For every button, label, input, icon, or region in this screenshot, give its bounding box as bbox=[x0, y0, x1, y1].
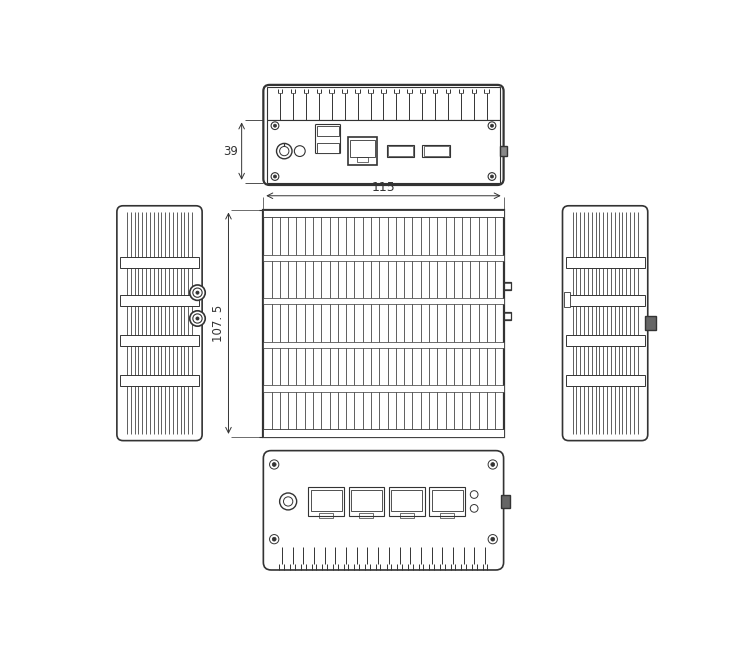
Bar bbox=[360, 513, 374, 518]
Bar bbox=[386, 145, 414, 157]
Bar bbox=[351, 490, 382, 512]
Bar bbox=[424, 146, 449, 155]
Bar bbox=[120, 335, 199, 346]
FancyBboxPatch shape bbox=[264, 85, 503, 185]
Circle shape bbox=[491, 124, 494, 127]
Bar bbox=[317, 126, 339, 136]
Bar bbox=[565, 295, 645, 306]
Bar bbox=[120, 257, 199, 268]
FancyBboxPatch shape bbox=[264, 451, 503, 570]
Bar bbox=[264, 386, 503, 392]
Bar bbox=[422, 145, 450, 157]
Text: 39: 39 bbox=[223, 144, 237, 157]
Bar bbox=[319, 513, 333, 518]
Circle shape bbox=[491, 462, 494, 466]
Bar bbox=[564, 292, 570, 307]
Bar bbox=[565, 257, 645, 268]
Bar bbox=[504, 283, 511, 289]
Circle shape bbox=[273, 537, 276, 541]
Text: 107. 5: 107. 5 bbox=[212, 304, 225, 342]
Bar bbox=[400, 513, 413, 518]
Bar bbox=[389, 487, 425, 516]
Bar bbox=[440, 513, 454, 518]
Bar bbox=[350, 140, 375, 157]
Circle shape bbox=[189, 311, 205, 326]
Circle shape bbox=[273, 175, 276, 178]
FancyBboxPatch shape bbox=[117, 206, 202, 441]
Bar bbox=[120, 295, 199, 306]
Bar bbox=[348, 137, 377, 165]
Bar bbox=[391, 490, 422, 512]
Bar bbox=[309, 487, 344, 516]
Bar bbox=[431, 490, 463, 512]
Bar bbox=[504, 313, 511, 319]
Text: 115: 115 bbox=[372, 181, 395, 194]
Bar bbox=[264, 210, 503, 437]
Bar bbox=[311, 490, 342, 512]
Bar bbox=[264, 429, 503, 437]
Bar bbox=[264, 298, 503, 304]
Bar bbox=[264, 342, 503, 348]
Bar bbox=[503, 282, 512, 290]
Bar bbox=[500, 146, 508, 157]
Circle shape bbox=[196, 317, 199, 320]
Circle shape bbox=[192, 288, 202, 297]
Bar bbox=[120, 375, 199, 386]
Circle shape bbox=[196, 291, 199, 294]
Circle shape bbox=[273, 124, 276, 127]
Bar bbox=[264, 210, 503, 217]
Bar bbox=[357, 157, 368, 162]
Circle shape bbox=[273, 462, 276, 466]
Bar bbox=[429, 487, 465, 516]
Bar bbox=[348, 487, 384, 516]
Circle shape bbox=[189, 285, 205, 300]
Bar bbox=[500, 495, 510, 508]
Bar bbox=[267, 87, 500, 119]
Circle shape bbox=[192, 314, 202, 323]
Circle shape bbox=[491, 175, 494, 178]
FancyBboxPatch shape bbox=[562, 206, 648, 441]
Bar bbox=[317, 142, 339, 153]
Bar bbox=[388, 146, 413, 155]
Bar bbox=[267, 119, 500, 182]
Bar bbox=[503, 312, 512, 319]
Circle shape bbox=[491, 537, 494, 541]
Bar bbox=[264, 255, 503, 261]
Bar bbox=[645, 316, 655, 330]
Bar bbox=[565, 335, 645, 346]
Bar bbox=[565, 375, 645, 386]
